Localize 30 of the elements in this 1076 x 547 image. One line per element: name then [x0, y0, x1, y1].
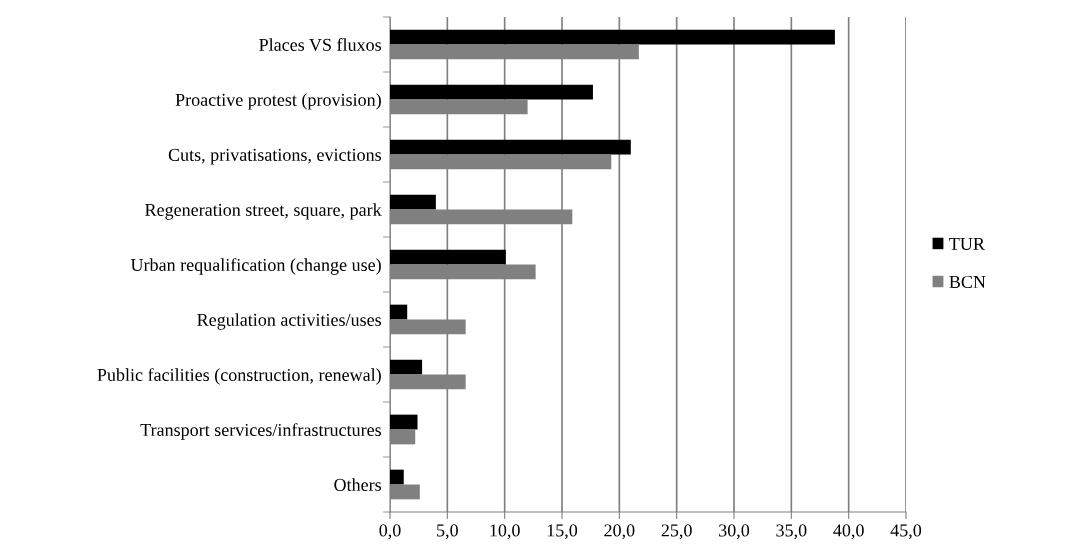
bar	[390, 194, 436, 210]
y-tick-label: Regulation activities/uses	[197, 313, 382, 330]
bar	[390, 469, 404, 485]
y-tick-label: Regeneration street, square, park	[145, 203, 382, 220]
bar	[390, 249, 506, 265]
bar	[390, 414, 418, 430]
x-tick-label: 20,0	[604, 524, 635, 540]
bar	[390, 304, 408, 320]
bar	[390, 359, 423, 375]
y-tick-label: Urban requalification (change use)	[130, 258, 381, 275]
legend-label: BCN	[949, 275, 986, 289]
y-tick-label: Others	[334, 478, 382, 491]
y-tick-label: Transport services/infrastructures	[140, 423, 382, 440]
x-tick-label: 25,0	[661, 524, 692, 540]
x-tick-label: 35,0	[776, 524, 807, 540]
x-tick-label: 30,0	[719, 524, 750, 540]
x-tick-label: 5,0	[437, 524, 458, 540]
y-tick-label: Cuts, privatisations, evictions	[168, 148, 382, 165]
bar	[390, 29, 835, 45]
x-tick-label: 0,0	[379, 524, 401, 540]
y-tick-label: Proactive protest (provision)	[175, 93, 381, 110]
x-tick-label: 40,0	[833, 524, 864, 540]
y-tick-label: Places VS fluxos	[259, 38, 382, 52]
y-tick-label: Public facilities (construction, renewal)	[97, 368, 381, 385]
bar	[390, 84, 593, 100]
x-tick-label: 45,0	[890, 524, 922, 540]
bar	[390, 139, 631, 155]
x-tick-label: 10,0	[490, 524, 520, 540]
legend-label: TUR	[949, 238, 985, 250]
x-tick-label: 15,0	[547, 524, 578, 540]
